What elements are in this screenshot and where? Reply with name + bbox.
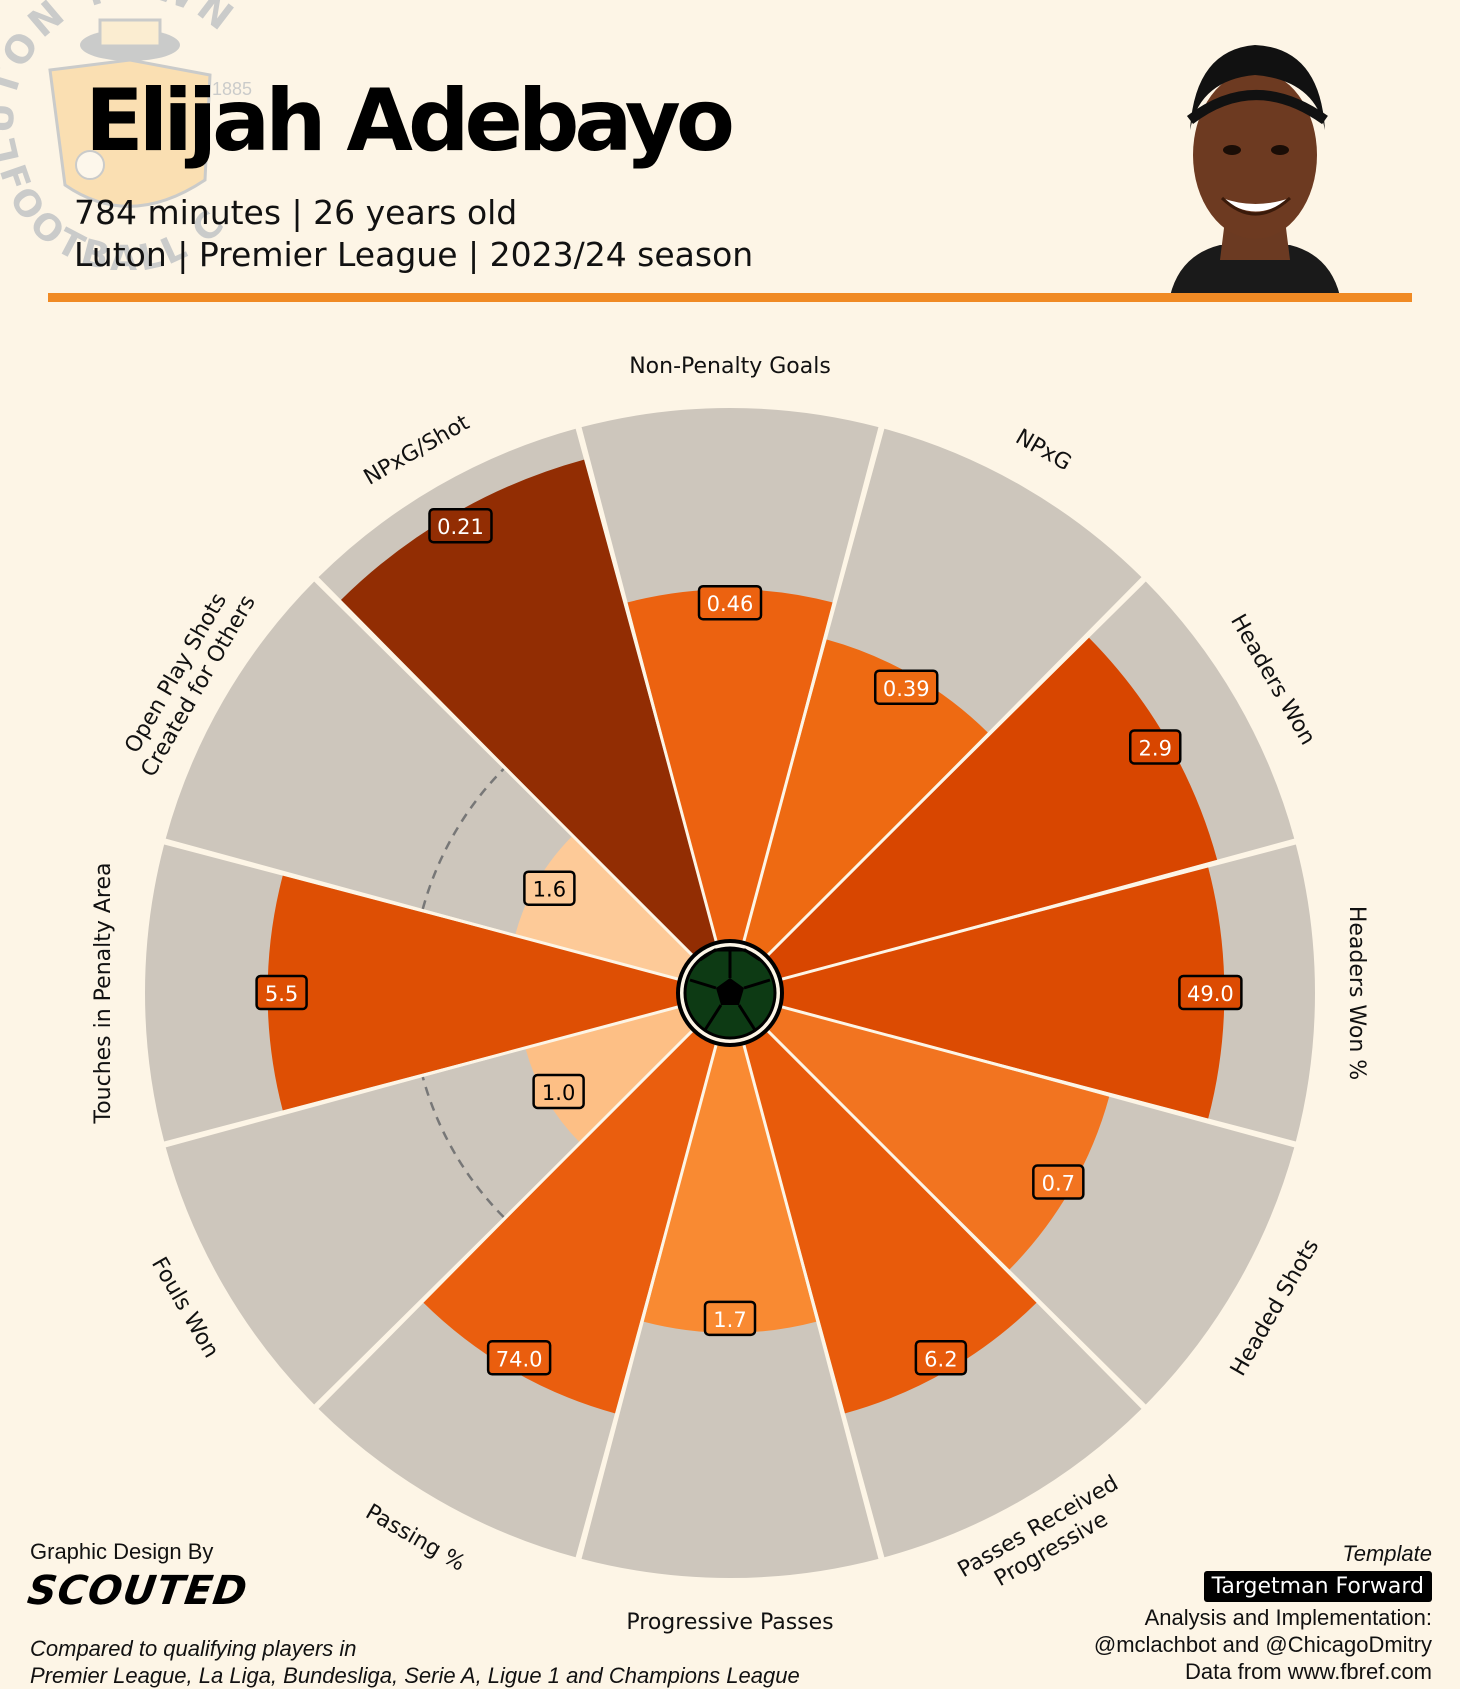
svg-text:1.7: 1.7	[713, 1308, 746, 1332]
category-label-fouls-won: Fouls Won	[146, 1253, 224, 1362]
bar-npxg	[743, 639, 988, 957]
value-label-npxg-shot: 0.21	[428, 507, 493, 544]
svg-text:0.7: 0.7	[1042, 1172, 1075, 1196]
svg-text:5.5: 5.5	[265, 982, 298, 1006]
badge-year: 1885	[212, 79, 252, 99]
category-label-passing: Passing %	[361, 1500, 469, 1577]
svg-text:0.39: 0.39	[883, 677, 930, 701]
analysis-line-2: @mclachbot and @ChicagoDmitry	[1093, 1632, 1432, 1657]
category-label-headers-won: Headers Won %	[1344, 906, 1369, 1080]
value-label-progressive-passes: 1.7	[703, 1300, 757, 1337]
player-minutes-age: 784 minutes | 26 years old	[74, 193, 518, 232]
category-label-progressive-passes: Progressive Passes	[626, 1610, 833, 1635]
analysis-credits: Template Targetman Forward Analysis and …	[1094, 1540, 1432, 1685]
player-photo	[1170, 45, 1340, 296]
design-credit-label: Graphic Design By	[30, 1539, 214, 1564]
template-label: Template	[1342, 1541, 1432, 1566]
slice-divider	[779, 840, 1296, 981]
value-label-passing: 74.0	[486, 1340, 552, 1376]
slice-divider	[164, 1005, 681, 1146]
header-divider	[48, 293, 1412, 302]
bar-headers-won	[766, 637, 1218, 980]
svg-text:49.0: 49.0	[1187, 982, 1234, 1006]
bar-non-penalty-goals	[627, 589, 833, 943]
player-name: Elijah Adebayo	[85, 71, 735, 171]
slice-divider	[742, 1042, 883, 1559]
slice-divider	[765, 1028, 1145, 1408]
bar-npxg-shot	[341, 459, 717, 957]
svg-text:0.46: 0.46	[707, 592, 754, 616]
bar-touches-in-penalty-area	[267, 875, 680, 1111]
football-icon	[676, 939, 784, 1047]
svg-text:1.6: 1.6	[533, 878, 566, 902]
bar-headers-won	[780, 867, 1225, 1119]
slice-divider	[315, 1028, 695, 1408]
svg-text:Progressive Passes: Progressive Passes	[626, 1610, 833, 1635]
svg-text:Passing %: Passing %	[361, 1500, 469, 1577]
slice-divider	[577, 427, 718, 944]
slice-divider	[742, 427, 883, 944]
svg-text:Headers Won %: Headers Won %	[1344, 906, 1369, 1080]
value-label-open-play-shots-created-for-others: 1.6	[523, 870, 576, 906]
category-label-touches-in-penalty-area: Touches in Penalty Area	[91, 862, 116, 1124]
comparison-line-1: Compared to qualifying players in	[30, 1636, 357, 1661]
reference-arc-open-play-shots-created-for-others	[421, 768, 505, 910]
value-label-progressive-passes-received: 6.2	[914, 1340, 968, 1376]
svg-text:1.0: 1.0	[542, 1081, 575, 1105]
slice-divider	[577, 1042, 718, 1559]
svg-text:Fouls Won: Fouls Won	[146, 1253, 224, 1362]
svg-text:NPxG: NPxG	[1011, 425, 1075, 477]
value-label-touches-in-penalty-area: 5.5	[255, 974, 308, 1011]
svg-text:74.0: 74.0	[496, 1347, 543, 1371]
value-label-npxg: 0.39	[873, 669, 939, 706]
slice-divider	[164, 840, 681, 981]
svg-text:0.21: 0.21	[437, 515, 484, 539]
value-label-headed-shots: 0.7	[1032, 1164, 1085, 1200]
analysis-line-1: Analysis and Implementation:	[1144, 1605, 1432, 1630]
bar-passing	[423, 1029, 717, 1414]
bar-headed-shots	[766, 1006, 1110, 1270]
comparison-note: Compared to qualifying players in Premie…	[30, 1635, 930, 1689]
bar-progressive-passes	[643, 1043, 817, 1333]
reference-arc-fouls-won	[421, 1076, 505, 1218]
club-badge: LUTON TOWN FOOTBALL CLUB 1885	[0, 0, 252, 270]
category-label-npxg: NPxG	[1011, 425, 1075, 477]
bar-progressive-passes-received	[743, 1029, 1037, 1414]
svg-text:Touches in Penalty Area: Touches in Penalty Area	[91, 862, 116, 1124]
svg-text:6.2: 6.2	[924, 1347, 957, 1371]
slice-divider	[765, 578, 1145, 958]
value-label-non-penalty-goals: 0.46	[697, 584, 763, 621]
template-name-badge: Targetman Forward	[1203, 1571, 1432, 1602]
scouted-logo: SCOUTED	[24, 1568, 251, 1614]
data-source: Data from www.fbref.com	[1185, 1659, 1432, 1684]
slice-divider	[315, 578, 695, 958]
svg-text:Non-Penalty Goals: Non-Penalty Goals	[629, 354, 831, 379]
comparison-line-2: Premier League, La Liga, Bundesliga, Ser…	[30, 1663, 800, 1688]
player-team-league-season: Luton | Premier League | 2023/24 season	[74, 235, 754, 274]
svg-text:2.9: 2.9	[1139, 736, 1172, 760]
value-label-headers-won: 2.9	[1129, 729, 1182, 765]
value-label-fouls-won: 1.0	[532, 1073, 585, 1110]
slice-divider	[779, 1005, 1296, 1146]
category-label-non-penalty-goals: Non-Penalty Goals	[629, 354, 831, 379]
value-label-headers-won: 49.0	[1178, 974, 1243, 1011]
